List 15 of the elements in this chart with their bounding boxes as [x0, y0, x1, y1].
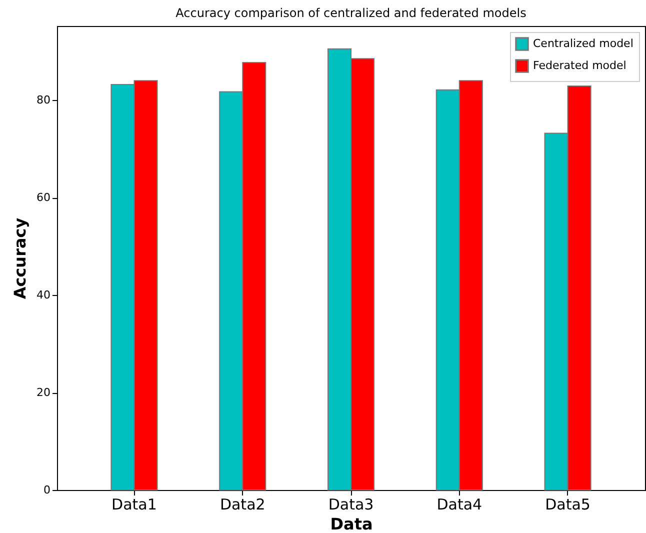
- legend-label: Centralized model: [533, 37, 634, 50]
- y-axis-title: Accuracy: [10, 217, 30, 300]
- x-tick-label: Data4: [436, 496, 482, 514]
- x-tick-label: Data5: [545, 496, 590, 514]
- x-tick-label: Data3: [328, 496, 374, 514]
- y-tick-label: 60: [36, 191, 50, 204]
- x-tick-label: Data2: [220, 496, 266, 514]
- x-axis-title: Data: [330, 514, 373, 533]
- y-tick-label: 20: [36, 386, 50, 400]
- y-tick-label: 40: [36, 288, 50, 302]
- legend-label: Federated model: [533, 59, 626, 72]
- chart-title: Accuracy comparison of centralized and federated models: [176, 6, 526, 20]
- x-tick-label: Data1: [112, 496, 157, 514]
- y-tick-label: 0: [44, 484, 50, 496]
- y-tick-label: 80: [36, 94, 50, 107]
